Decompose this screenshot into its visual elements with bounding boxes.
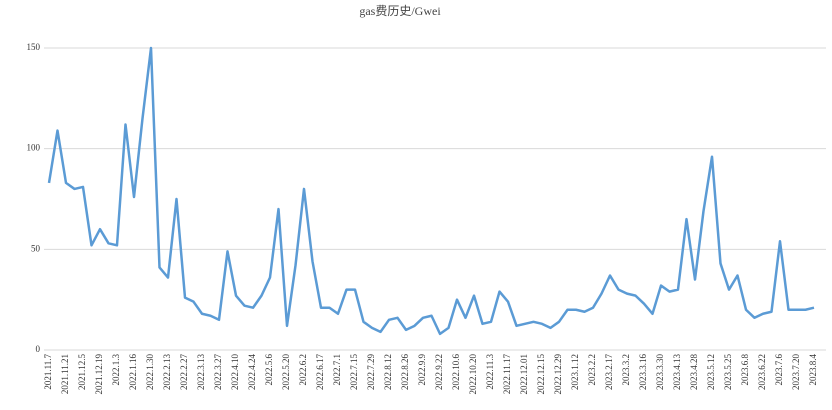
y-tick-label: 100	[27, 143, 41, 153]
x-tick-label: 2022.9.22	[434, 354, 444, 390]
x-tick-label: 2022.7.29	[366, 354, 376, 391]
x-tick-label: 2023.3.2	[621, 354, 631, 386]
x-tick-label: 2022.11.3	[485, 354, 495, 390]
x-tick-label: 2022.3.27	[213, 354, 223, 391]
x-tick-label: 2022.7.15	[349, 354, 359, 391]
x-tick-label: 2022.1.3	[111, 354, 121, 386]
x-tick-label: 2023.4.28	[689, 354, 699, 391]
y-tick-label: 0	[36, 344, 41, 354]
x-tick-label: 2022.12.01	[519, 354, 529, 395]
x-tick-label: 2021.12.19	[94, 354, 104, 395]
y-tick-label: 150	[27, 42, 41, 52]
x-tick-label: 2022.12.15	[536, 354, 546, 395]
x-tick-label: 2022.12.29	[553, 354, 563, 395]
x-tick-label: 2021.11.7	[43, 354, 53, 390]
x-tick-label: 2023.6.22	[757, 354, 767, 390]
x-tick-label: 2022.4.10	[230, 354, 240, 391]
x-tick-label: 2021.12.5	[77, 354, 87, 391]
line-series	[47, 46, 815, 336]
x-tick-label: 2022.9.9	[417, 354, 427, 386]
x-tick-label: 2023.7.6	[774, 354, 784, 386]
x-tick-label: 2022.6.2	[298, 354, 308, 386]
x-tick-label: 2023.8.4	[808, 354, 818, 386]
x-tick-label: 2022.2.13	[162, 354, 172, 391]
x-tick-label: 2022.4.24	[247, 354, 257, 391]
x-tick-label: 2022.3.13	[196, 354, 206, 391]
x-tick-label: 2023.5.25	[723, 354, 733, 391]
x-tick-label: 2022.2.27	[179, 354, 189, 391]
x-tick-label: 2022.10.20	[468, 354, 478, 395]
x-tick-label: 2023.3.16	[638, 354, 648, 391]
chart-title: gas费历史/Gwei	[359, 4, 441, 18]
x-tick-label: 2022.8.12	[383, 354, 393, 390]
x-tick-label: 2022.8.26	[400, 354, 410, 391]
x-tick-label: 2022.11.17	[502, 354, 512, 395]
x-tick-label: 2023.5.12	[706, 354, 716, 390]
x-tick-label: 2021.11.21	[60, 354, 70, 394]
x-tick-label: 2022.1.16	[128, 354, 138, 391]
x-tick-label: 2022.6.17	[315, 354, 325, 391]
x-tick-label: 2022.1.30	[145, 354, 155, 391]
x-tick-label: 2023.6.8	[740, 354, 750, 386]
y-tick-label: 50	[31, 243, 41, 253]
x-tick-label: 2023.4.13	[672, 354, 682, 391]
x-tick-label: 2023.2.2	[587, 354, 597, 386]
x-tick-label: 2023.1.12	[570, 354, 580, 390]
x-tick-label: 2023.2.17	[604, 354, 614, 391]
x-tick-label: 2022.5.20	[281, 354, 291, 391]
x-tick-label: 2022.10.6	[451, 354, 461, 391]
x-tick-label: 2023.7.20	[791, 354, 801, 391]
x-tick-label: 2022.5.6	[264, 354, 274, 386]
x-tick-label: 2022.7.1	[332, 354, 342, 386]
x-tick-label: 2023.3.30	[655, 354, 665, 391]
